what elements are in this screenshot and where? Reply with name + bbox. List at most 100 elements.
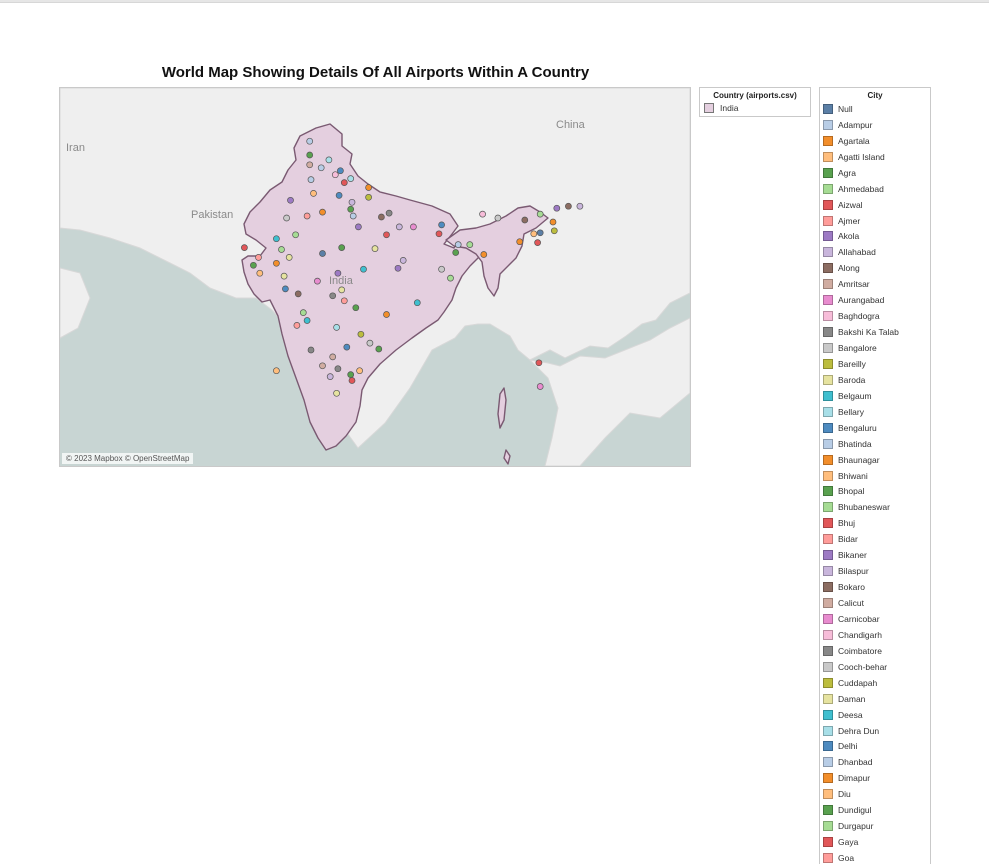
airport-marker[interactable] <box>335 192 343 199</box>
airport-marker[interactable] <box>338 286 346 294</box>
airport-marker[interactable] <box>375 345 383 353</box>
city-legend-item[interactable]: Carnicobar <box>820 611 930 627</box>
city-legend-item[interactable]: Bhubaneswar <box>820 499 930 515</box>
airport-marker[interactable] <box>307 176 315 183</box>
airport-marker[interactable] <box>307 346 315 354</box>
map-view[interactable]: Iran Pakistan China India © 2023 Mapbox … <box>59 87 691 467</box>
airport-marker[interactable] <box>516 238 524 246</box>
city-legend-item[interactable]: Null <box>820 101 930 117</box>
airport-marker[interactable] <box>292 231 299 239</box>
airport-marker[interactable] <box>255 254 262 261</box>
airport-marker[interactable] <box>576 202 584 210</box>
airport-marker[interactable] <box>347 371 355 378</box>
airport-marker[interactable] <box>317 164 325 172</box>
city-legend-item[interactable]: Daman <box>820 691 930 707</box>
airport-marker[interactable] <box>530 230 538 238</box>
airport-marker[interactable] <box>334 365 342 373</box>
airport-marker[interactable] <box>310 190 317 197</box>
map-attribution[interactable]: © 2023 Mapbox © OpenStreetMap <box>62 453 194 464</box>
airport-marker[interactable] <box>536 229 544 237</box>
airport-marker[interactable] <box>306 161 314 169</box>
airport-marker[interactable] <box>273 259 280 267</box>
airport-marker[interactable] <box>395 223 403 231</box>
city-legend-item[interactable]: Ajmer <box>820 213 930 229</box>
city-legend-item[interactable]: Dhanbad <box>820 754 930 770</box>
city-legend-item[interactable]: Dundigul <box>820 802 930 818</box>
airport-marker[interactable] <box>550 227 558 235</box>
airport-marker[interactable] <box>283 214 290 222</box>
city-legend-item[interactable]: Bhiwani <box>820 468 930 484</box>
city-legend-item[interactable]: Cooch-behar <box>820 659 930 675</box>
airport-marker[interactable] <box>534 239 541 246</box>
airport-marker[interactable] <box>356 367 363 375</box>
city-legend-item[interactable]: Adampur <box>820 117 930 133</box>
airport-marker[interactable] <box>365 184 372 191</box>
city-legend-item[interactable]: Dehra Dun <box>820 723 930 739</box>
airport-marker[interactable] <box>536 210 544 218</box>
airport-marker[interactable] <box>479 210 486 218</box>
airport-marker[interactable] <box>349 212 357 220</box>
airport-marker[interactable] <box>338 244 346 251</box>
airport-marker[interactable] <box>410 223 417 231</box>
airport-marker[interactable] <box>273 235 280 243</box>
airport-marker[interactable] <box>325 156 333 164</box>
airport-marker[interactable] <box>303 212 311 220</box>
airport-marker[interactable] <box>413 299 421 307</box>
city-legend-item[interactable]: Calicut <box>820 595 930 611</box>
airport-marker[interactable] <box>241 244 248 251</box>
city-legend-item[interactable]: Bhaunagar <box>820 452 930 468</box>
airport-marker[interactable] <box>299 309 307 316</box>
airport-marker[interactable] <box>293 322 301 329</box>
city-legend-item[interactable]: Belgaum <box>820 388 930 404</box>
airport-marker[interactable] <box>565 202 572 210</box>
city-legend-item[interactable]: Chandigarh <box>820 627 930 643</box>
airport-marker[interactable] <box>314 277 321 285</box>
airport-marker[interactable] <box>256 269 264 277</box>
airport-marker[interactable] <box>282 285 289 293</box>
city-legend-item[interactable]: Agatti Island <box>820 149 930 165</box>
city-legend-item[interactable]: Baghdogra <box>820 308 930 324</box>
airport-marker[interactable] <box>521 216 529 224</box>
airport-marker[interactable] <box>326 373 334 380</box>
airport-marker[interactable] <box>366 339 374 347</box>
city-legend-item[interactable]: Deesa <box>820 707 930 723</box>
city-legend-item[interactable]: Bilaspur <box>820 563 930 579</box>
airport-marker[interactable] <box>333 389 340 397</box>
airport-marker[interactable] <box>466 241 474 248</box>
airport-marker[interactable] <box>383 311 390 318</box>
airport-marker[interactable] <box>378 213 385 221</box>
airport-marker[interactable] <box>347 175 355 182</box>
city-legend-item[interactable]: Durgapur <box>820 818 930 834</box>
airport-marker[interactable] <box>280 272 288 280</box>
airport-marker[interactable] <box>399 257 407 264</box>
city-legend-item[interactable]: Dimapur <box>820 770 930 786</box>
airport-marker[interactable] <box>285 254 293 261</box>
city-legend-item[interactable]: Coimbatore <box>820 643 930 659</box>
airport-marker[interactable] <box>337 167 344 175</box>
airport-marker[interactable] <box>348 198 356 206</box>
airport-marker[interactable] <box>447 274 454 282</box>
airport-marker[interactable] <box>385 209 393 217</box>
city-legend-item[interactable]: Bokaro <box>820 579 930 595</box>
airport-marker[interactable] <box>306 151 314 159</box>
airport-marker[interactable] <box>352 304 360 312</box>
airport-marker[interactable] <box>553 204 561 212</box>
airport-marker[interactable] <box>278 246 285 253</box>
city-legend-item[interactable]: Along <box>820 260 930 276</box>
city-legend-item[interactable]: Amritsar <box>820 276 930 292</box>
airport-marker[interactable] <box>287 196 294 204</box>
airport-marker[interactable] <box>294 290 302 298</box>
city-legend-item[interactable]: Bhopal <box>820 484 930 500</box>
city-legend-item[interactable]: Delhi <box>820 739 930 755</box>
city-legend-item[interactable]: Cuddapah <box>820 675 930 691</box>
airport-marker[interactable] <box>535 359 543 367</box>
city-legend-item[interactable]: Gaya <box>820 834 930 850</box>
airport-marker[interactable] <box>357 330 365 338</box>
airport-marker[interactable] <box>355 223 362 231</box>
airport-marker[interactable] <box>348 377 356 384</box>
airport-marker[interactable] <box>340 297 348 305</box>
airport-marker[interactable] <box>549 218 557 226</box>
airport-marker[interactable] <box>383 231 390 239</box>
city-legend-item[interactable]: Bhatinda <box>820 436 930 452</box>
airport-marker[interactable] <box>333 324 340 331</box>
